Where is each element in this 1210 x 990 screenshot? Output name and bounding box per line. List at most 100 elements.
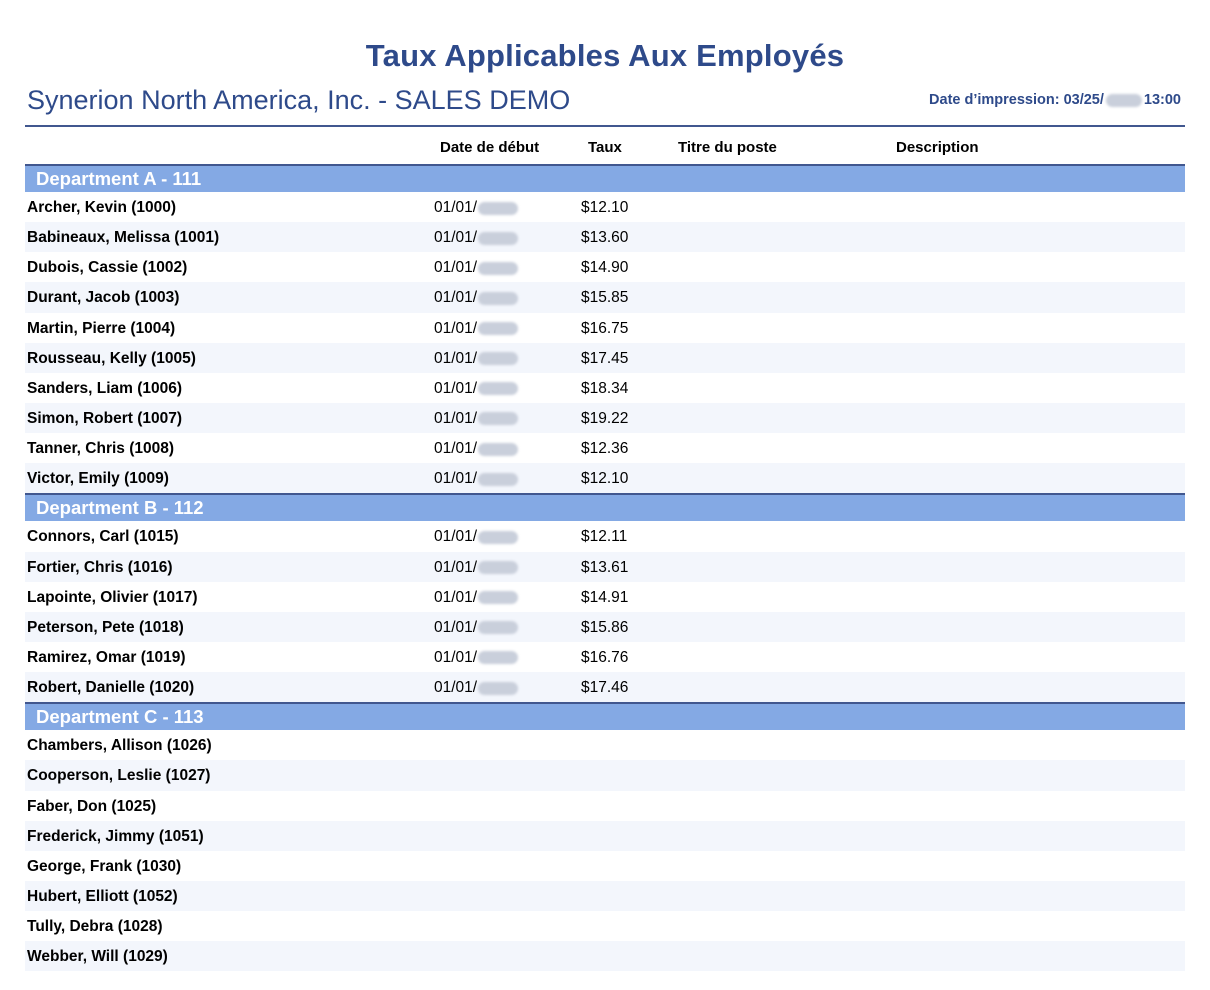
table-row: Victor, Emily (1009) 01/01/ $12.10 — [25, 463, 1185, 494]
employee-name: Faber, Don (1025) — [27, 797, 157, 815]
rate-cell: $13.61 — [581, 558, 629, 576]
rate-cell: $14.91 — [581, 588, 629, 606]
employee-name: Archer, Kevin (1000) — [27, 199, 177, 216]
start-date-cell: 01/01/ — [434, 379, 519, 398]
start-date-text: 01/01/ — [434, 319, 478, 337]
start-date-text: 01/01/ — [434, 440, 478, 458]
employee-name: Rousseau, Kelly (1005) — [27, 349, 196, 367]
start-date-text: 01/01/ — [434, 259, 478, 277]
start-date-text: 01/01/ — [434, 558, 478, 576]
redacted-year — [478, 261, 519, 275]
rates-table: Department A - 111 Archer, Kevin (1000) 01… — [25, 164, 1185, 972]
table-row: Faber, Don (1025) — [25, 791, 1185, 821]
department-header: Department B - 112 — [25, 493, 1185, 522]
rate-cell: $19.22 — [581, 409, 629, 427]
print-date: Date d’impression: 03/25/ 13:00 — [929, 92, 1181, 108]
employee-name: Dubois, Cassie (1002) — [27, 259, 188, 277]
redacted-year — [478, 201, 519, 215]
start-date-text: 01/01/ — [434, 679, 478, 697]
employee-name: Connors, Carl (1015) — [27, 528, 179, 546]
print-time: 13:00 — [1143, 92, 1181, 108]
redacted-year — [478, 472, 519, 486]
employee-name: Simon, Robert (1007) — [27, 409, 183, 427]
table-row: Archer, Kevin (1000) 01/01/ $12.10 — [25, 192, 1185, 222]
start-date-text: 01/01/ — [434, 289, 478, 307]
redacted-year — [478, 591, 519, 605]
rate-cell: $15.85 — [581, 289, 629, 307]
employee-name: Victor, Emily (1009) — [27, 470, 169, 488]
rate-cell: $16.75 — [581, 319, 629, 337]
employee-name: Babineaux, Melissa (1001) — [27, 229, 220, 247]
start-date-cell: 01/01/ — [434, 589, 519, 607]
start-date-text: 01/01/ — [434, 470, 478, 488]
table-row: Frederick, Jimmy (1051) — [25, 820, 1185, 851]
start-date-text: 01/01/ — [434, 229, 478, 247]
redacted-year — [478, 322, 519, 336]
table-row: Ramirez, Omar (1019) 01/01/ $16.76 — [25, 642, 1185, 672]
report-title: Taux Applicables Aux Employés — [365, 38, 845, 73]
start-date-text: 01/01/ — [434, 199, 478, 216]
table-row: Peterson, Pete (1018) 01/01/ $15.86 — [25, 611, 1185, 642]
table-row: Rousseau, Kelly (1005) 01/01/ $17.45 — [25, 342, 1185, 373]
redacted-year — [478, 621, 519, 635]
table-row: Martin, Pierre (1004) 01/01/ $16.75 — [25, 313, 1185, 343]
table-row: Chambers, Allison (1026) — [25, 730, 1185, 760]
table-row: Cooperson, Leslie (1027) — [25, 760, 1185, 791]
redacted-year — [478, 651, 519, 665]
rate-cell: $12.11 — [581, 528, 628, 546]
table-row: Lapointe, Olivier (1017) 01/01/ $14.91 — [25, 582, 1185, 612]
start-date-cell: 01/01/ — [434, 528, 519, 546]
table-row: Robert, Danielle (1020) 01/01/ $17.46 — [25, 672, 1185, 703]
table-row: Webber, Will (1029) — [25, 941, 1185, 972]
start-date-text: 01/01/ — [434, 409, 478, 427]
rate-cell: $13.60 — [581, 229, 629, 247]
employee-name: Chambers, Allison (1026) — [27, 737, 212, 755]
employee-name: Hubert, Elliott (1052) — [27, 887, 178, 905]
start-date-cell: 01/01/ — [434, 319, 519, 338]
print-date-label: Date d’impression: 03/25/ — [929, 92, 1104, 108]
start-date-cell: 01/01/ — [434, 199, 519, 217]
start-date-cell: 01/01/ — [434, 350, 519, 368]
table-row: Hubert, Elliott (1052) — [25, 880, 1185, 912]
table-row: Durant, Jacob (1003) 01/01/ $15.85 — [25, 282, 1185, 313]
redacted-year — [478, 231, 519, 245]
redacted-year — [478, 530, 519, 544]
rate-cell: $12.10 — [581, 470, 629, 488]
start-date-cell: 01/01/ — [434, 259, 519, 277]
employee-name: Robert, Danielle (1020) — [27, 679, 195, 697]
start-date-text: 01/01/ — [434, 379, 478, 397]
redacted-year — [478, 352, 519, 366]
start-date-cell: 01/01/ — [434, 649, 519, 667]
redacted-year — [478, 412, 519, 426]
employee-name: George, Frank (1030) — [27, 857, 182, 875]
header-divider — [25, 125, 1185, 127]
table-row: Connors, Carl (1015) 01/01/ $12.11 — [25, 521, 1185, 551]
table-row: Sanders, Liam (1006) 01/01/ $18.34 — [25, 373, 1185, 403]
employee-name: Peterson, Pete (1018) — [27, 618, 184, 636]
employee-name: Tanner, Chris (1008) — [27, 440, 175, 458]
redacted-year — [478, 291, 519, 305]
redacted-year — [478, 561, 519, 575]
employee-name: Cooperson, Leslie (1027) — [27, 767, 211, 785]
rate-cell: $17.45 — [581, 349, 629, 367]
rate-cell: $16.76 — [581, 648, 629, 666]
employee-name: Tully, Debra (1028) — [27, 918, 163, 936]
employee-name: Martin, Pierre (1004) — [27, 319, 176, 337]
rate-cell: $12.10 — [581, 199, 629, 216]
company-name: Synerion North America, Inc. - SALES DEM… — [27, 85, 571, 115]
employee-name: Durant, Jacob (1003) — [27, 289, 180, 307]
start-date-cell: 01/01/ — [434, 679, 519, 697]
start-date-cell: 01/01/ — [434, 409, 519, 428]
department-header: Department C - 113 — [25, 702, 1185, 731]
start-date-cell: 01/01/ — [434, 440, 519, 458]
employee-name: Ramirez, Omar (1019) — [27, 648, 186, 666]
start-date-cell: 01/01/ — [434, 619, 519, 637]
rate-cell: $15.86 — [581, 618, 629, 636]
employee-name: Lapointe, Olivier (1017) — [27, 588, 198, 606]
table-row: Fortier, Chris (1016) 01/01/ $13.61 — [25, 551, 1185, 582]
start-date-cell: 01/01/ — [434, 289, 519, 307]
column-header-description: Description — [896, 139, 979, 156]
column-header-rate: Taux — [588, 139, 622, 156]
start-date-cell: 01/01/ — [434, 558, 519, 577]
rate-cell: $17.46 — [581, 679, 629, 697]
